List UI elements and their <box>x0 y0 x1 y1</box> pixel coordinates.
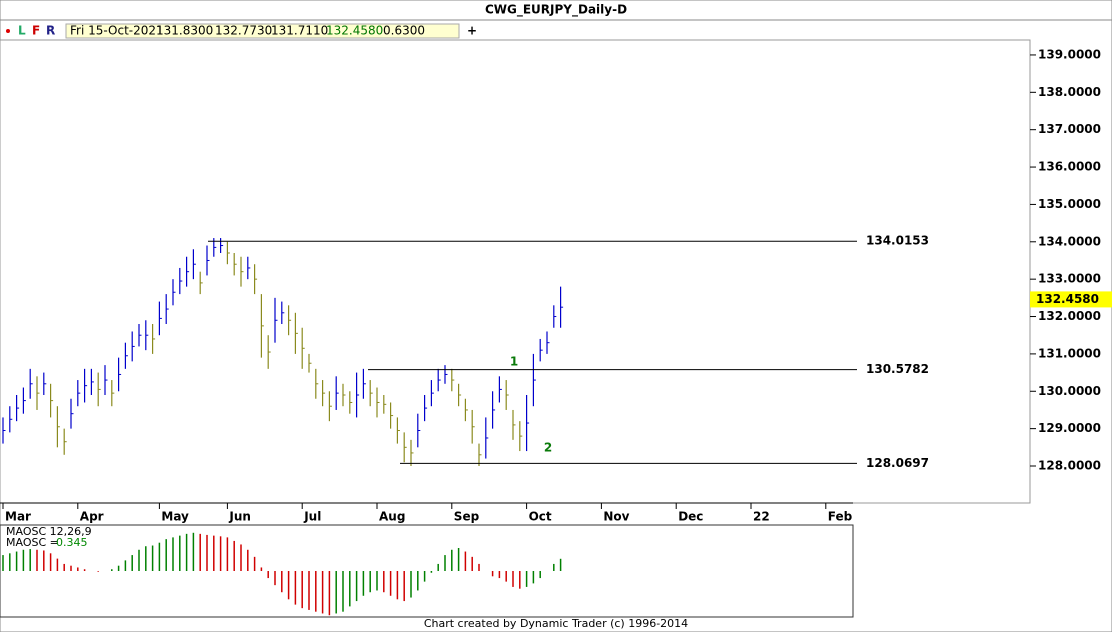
y-tick-label: 132.0000 <box>1038 309 1101 323</box>
y-tick-label: 134.0000 <box>1038 234 1101 248</box>
info-field: 132.7730 <box>215 24 272 38</box>
chart-title: CWG_EURJPY_Daily-D <box>485 3 627 18</box>
info-box <box>65 23 460 39</box>
info-field: 132.4580 <box>326 24 383 38</box>
y-tick-label: 128.0000 <box>1038 459 1101 473</box>
y-tick-label: 130.0000 <box>1038 384 1101 398</box>
y-tick-label: 139.0000 <box>1038 47 1101 61</box>
y-tick-label: 129.0000 <box>1038 421 1101 435</box>
osc-panel <box>0 524 854 618</box>
annotation: 2 <box>544 441 552 455</box>
footer: Chart created by Dynamic Trader (c) 1996… <box>424 617 688 630</box>
x-tick-label: Apr <box>80 510 104 524</box>
x-tick-label: Nov <box>603 510 629 524</box>
x-tick-label: May <box>161 510 189 524</box>
add-button[interactable]: + <box>467 24 477 38</box>
y-tick-label: 131.0000 <box>1038 346 1101 360</box>
osc-value-name: MAOSC = <box>6 536 59 549</box>
tool[interactable]: F <box>32 24 40 38</box>
last-price-box <box>1030 291 1112 308</box>
level-label: 130.5782 <box>866 362 929 376</box>
y-tick-label: 133.0000 <box>1038 272 1101 286</box>
osc-value: 0.345 <box>56 536 88 549</box>
level-label: 128.0697 <box>866 456 929 470</box>
osc-title: MAOSC 12,26,9 <box>6 525 92 538</box>
info-field: 0.6300 <box>383 24 425 38</box>
x-tick-label: 22 <box>753 510 770 524</box>
tool[interactable]: L <box>18 24 26 38</box>
x-tick-label: Dec <box>678 510 703 524</box>
x-tick-label: Jul <box>303 510 321 524</box>
x-tick-label: Jun <box>228 510 251 524</box>
last-price-label: 132.4580 <box>1036 292 1099 306</box>
x-tick-label: Sep <box>454 510 480 524</box>
x-tick-label: Oct <box>529 510 552 524</box>
info-field: Fri 15-Oct-2021 <box>70 24 164 38</box>
info-field: 131.8300 <box>156 24 213 38</box>
level-label: 134.0153 <box>866 234 929 248</box>
x-tick-label: Feb <box>828 510 853 524</box>
x-tick-label: Mar <box>5 510 31 524</box>
y-tick-label: 136.0000 <box>1038 160 1101 174</box>
y-tick-label: 135.0000 <box>1038 197 1101 211</box>
y-tick-label: 138.0000 <box>1038 85 1101 99</box>
dot <box>6 29 10 33</box>
x-tick-label: Aug <box>379 510 405 524</box>
y-tick-label: 137.0000 <box>1038 122 1101 136</box>
annotation: 1 <box>510 355 518 369</box>
info-field: 131.7110 <box>271 24 328 38</box>
tool[interactable]: R <box>46 24 55 38</box>
